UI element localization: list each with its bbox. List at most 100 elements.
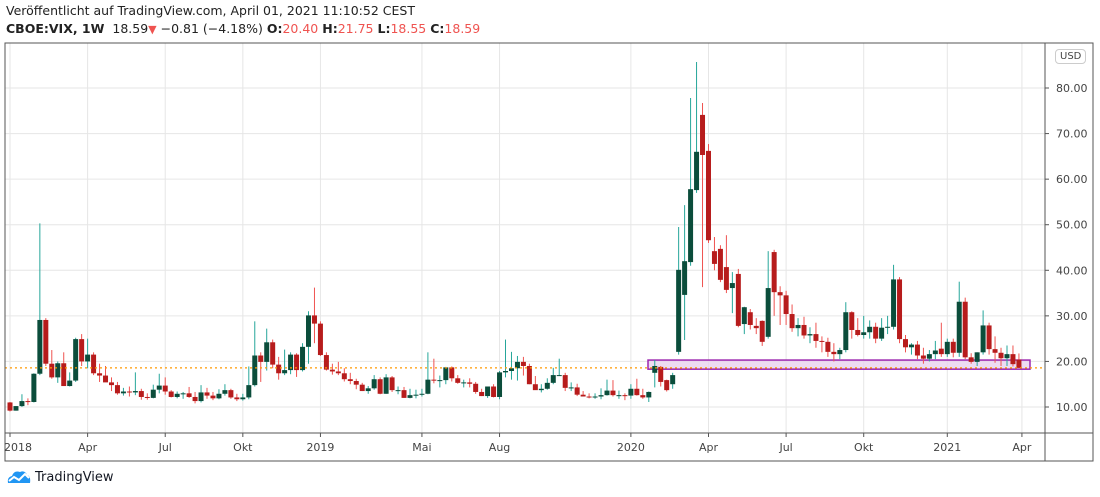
x-tick-label: Mai <box>412 441 431 454</box>
y-tick-label: 10.00 <box>1056 401 1088 414</box>
candle-up <box>974 352 980 362</box>
candle-down <box>401 390 407 398</box>
tradingview-cloud-icon <box>7 471 31 483</box>
candle-down <box>210 395 216 399</box>
currency-badge[interactable]: USD <box>1055 49 1087 64</box>
candles <box>7 62 1022 412</box>
candle-down <box>950 341 956 353</box>
candle-down <box>1010 354 1016 365</box>
candle-up <box>246 385 252 398</box>
candle-down <box>711 251 717 264</box>
candle-up <box>891 279 897 327</box>
candle-down <box>520 361 526 366</box>
candle-down <box>771 252 777 293</box>
candle-up <box>222 390 228 394</box>
candle-up <box>514 361 520 369</box>
candle-down <box>311 315 317 324</box>
candle-down <box>920 355 926 359</box>
candle-up <box>300 346 306 371</box>
candle-down <box>849 312 855 330</box>
symbol-legend: CBOE:VIX, 1W 18.59▼ −0.81 (−4.18%) O:20.… <box>6 21 480 36</box>
price-axis[interactable]: 10.00 20.00 30.00 40.00 50.00 60.00 70.00 80.00 <box>1045 82 1088 414</box>
candle-up <box>1004 354 1010 359</box>
candle-up <box>264 342 270 362</box>
candle-down <box>294 354 300 371</box>
candle-up <box>568 387 574 389</box>
candle-up <box>443 367 449 381</box>
candle-up <box>741 307 747 325</box>
candle-up <box>383 377 389 394</box>
price-change: −0.81 (−4.18%) <box>160 21 263 36</box>
candle-up <box>150 389 156 398</box>
candle-up <box>198 392 204 402</box>
candle-down <box>747 312 753 325</box>
candle-up <box>646 391 652 398</box>
candle-down <box>801 324 807 336</box>
candle-down <box>43 319 49 364</box>
candle-up <box>908 344 914 348</box>
x-tick-label: Okt <box>233 441 253 454</box>
candle-up <box>485 386 491 397</box>
x-tick-label: 2021 <box>933 441 961 454</box>
time-axis[interactable]: 2018 Apr Jul Okt 2019 Mai Aug 2020 Apr Jul Okt 2021… <box>4 433 1032 454</box>
candle-up <box>216 393 222 399</box>
tradingview-logo[interactable]: TradingView <box>6 469 114 485</box>
x-tick-label: Aug <box>489 441 510 454</box>
candle-down <box>168 391 174 397</box>
candle-down <box>825 341 831 352</box>
candle-down <box>114 385 120 394</box>
candle-up <box>598 395 604 397</box>
high-label: H: <box>322 21 338 36</box>
candle-up <box>180 393 186 395</box>
candle-up <box>676 269 682 352</box>
candle-up <box>765 288 771 337</box>
candle-down <box>270 342 276 365</box>
candle-up <box>437 380 443 382</box>
candle-up <box>240 397 246 400</box>
candle-down <box>449 367 455 379</box>
candle-up <box>365 388 371 392</box>
candle-up <box>73 339 79 381</box>
candle-up <box>837 350 843 355</box>
candle-up <box>413 394 419 396</box>
candle-down <box>735 273 741 326</box>
last-price: 18.59 <box>112 21 149 36</box>
candle-down <box>49 363 55 378</box>
candle-up <box>628 388 634 396</box>
y-tick-label: 30.00 <box>1056 310 1088 323</box>
candle-up <box>120 391 126 394</box>
candle-down <box>341 373 347 380</box>
candle-up <box>461 382 467 384</box>
candle-down <box>479 391 485 397</box>
candle-down <box>562 375 568 388</box>
grid <box>5 43 1045 433</box>
candle-up <box>174 393 180 397</box>
candle-down <box>532 384 538 391</box>
high-value: 21.75 <box>337 21 374 36</box>
candle-down <box>998 352 1004 359</box>
candle-down <box>753 325 759 329</box>
candle-down <box>455 378 461 383</box>
candle-up <box>13 406 19 411</box>
support-zone[interactable] <box>647 359 1031 370</box>
candle-down <box>431 379 437 381</box>
candle-down <box>759 320 765 342</box>
x-tick-label: 2019 <box>306 441 334 454</box>
candle-down <box>723 267 729 290</box>
candle-down <box>25 401 31 403</box>
candle-down <box>234 397 240 400</box>
candle-up <box>538 388 544 391</box>
x-tick-label: Okt <box>854 441 874 454</box>
candle-down <box>526 365 532 385</box>
open-label: O: <box>266 21 283 36</box>
symbol-name: CBOE:VIX, 1W <box>6 21 105 36</box>
candle-down <box>586 396 592 398</box>
candle-up <box>885 326 891 328</box>
candle-down <box>204 392 210 396</box>
candle-down <box>7 402 13 411</box>
candle-down <box>580 394 586 397</box>
x-tick-label: Apr <box>78 441 98 454</box>
candle-down <box>777 292 783 296</box>
candle-up <box>592 396 598 398</box>
